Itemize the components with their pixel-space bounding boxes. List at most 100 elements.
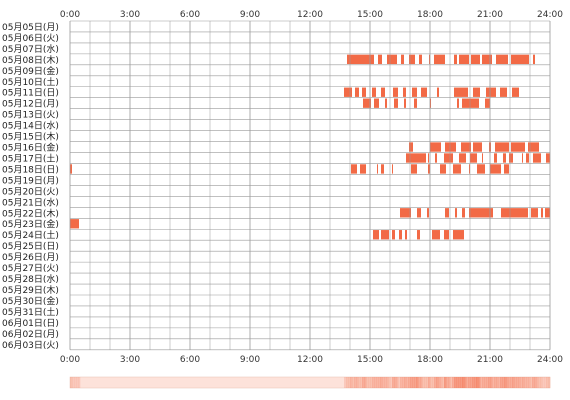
summary-density-cell [390, 377, 393, 388]
activity-bar [70, 219, 79, 229]
summary-density-cell [486, 377, 489, 388]
summary-density-cell [522, 377, 525, 388]
date-row-label: 05月10日(土) [2, 76, 59, 88]
date-row-label: 05月17日(土) [2, 152, 59, 164]
summary-density-cell [534, 377, 537, 388]
bottom-tick-label: 18:00 [417, 355, 443, 365]
activity-bar [387, 54, 397, 65]
summary-density-cell [504, 377, 507, 388]
summary-density-cell [352, 377, 355, 388]
summary-density-cell [484, 377, 487, 388]
top-tick-label: 6:00 [180, 10, 200, 20]
summary-density-cell [450, 377, 453, 388]
activity-bar [360, 164, 366, 174]
summary-density-cell [494, 377, 497, 388]
summary-density-cell [500, 377, 503, 388]
activity-bar [355, 87, 359, 97]
summary-density-cell [536, 377, 539, 388]
bottom-time-axis: 0:00 3:00 6:00 9:00 12:00 15:00 18:00 21:00 24:0… [60, 355, 563, 365]
summary-density-cell [426, 377, 429, 388]
summary-density-cell [456, 377, 459, 388]
activity-bar [512, 87, 519, 97]
summary-density-cell [506, 377, 509, 388]
activity-bar [428, 164, 430, 174]
summary-bar-background [69, 376, 551, 389]
activity-bar [428, 153, 429, 163]
activity-bar [462, 98, 479, 108]
summary-density-cell [482, 377, 485, 388]
summary-density-cell [70, 377, 73, 388]
date-row-label: 05月29日(木) [2, 284, 59, 296]
date-row-label: 05月08日(木) [2, 54, 59, 66]
activity-bar [351, 164, 357, 174]
bottom-tick-label: 9:00 [240, 355, 260, 365]
activity-bar [503, 153, 506, 163]
date-row-label: 05月14日(水) [2, 120, 59, 132]
top-tick-label: 24:00 [537, 10, 563, 20]
activity-bar [511, 142, 525, 152]
summary-density-cell [344, 377, 347, 388]
activity-bars [70, 54, 550, 240]
activity-bar [430, 98, 431, 108]
summary-density-cell [386, 377, 389, 388]
activity-bar [445, 142, 456, 152]
summary-density-cell [428, 377, 431, 388]
summary-density-cell [376, 377, 379, 388]
activity-bar [400, 208, 411, 218]
summary-density-cell [510, 377, 513, 388]
activity-bar [440, 164, 446, 174]
summary-density-cell [368, 377, 371, 388]
summary-density-cell [488, 377, 491, 388]
activity-bar [545, 208, 550, 218]
date-labels: 05月05日(月)05月06日(火)05月07日(水)05月08日(木)05月0… [2, 22, 59, 351]
summary-density-cell [468, 377, 471, 388]
activity-bar [373, 230, 379, 240]
activity-bar [412, 87, 417, 97]
activity-bar [445, 208, 449, 218]
activity-bar [417, 230, 420, 240]
date-row-label: 05月06日(火) [2, 33, 59, 44]
activity-bar [417, 208, 421, 218]
summary-density-cell [540, 377, 543, 388]
activity-bar [533, 54, 535, 65]
activity-bar [414, 98, 417, 108]
summary-density-cell [392, 377, 395, 388]
date-row-label: 05月26日(月) [2, 252, 59, 263]
summary-density-cell [472, 377, 475, 388]
summary-density-cell [382, 377, 385, 388]
summary-density-cell [414, 377, 417, 388]
activity-bar [455, 208, 457, 218]
activity-bar [453, 164, 461, 174]
activity-bar [501, 208, 528, 218]
activity-bar [471, 54, 480, 65]
activity-bar [406, 153, 426, 163]
activity-bar [477, 164, 485, 174]
activity-bar [509, 153, 513, 163]
summary-density-cell [358, 377, 361, 388]
activity-bar [404, 98, 406, 108]
activity-bar [435, 153, 437, 163]
date-row-label: 05月07日(水) [2, 43, 59, 55]
summary-density-cell [350, 377, 353, 388]
summary-density-cell [430, 377, 433, 388]
summary-density-cell [524, 377, 527, 388]
activity-bar [453, 230, 464, 240]
summary-density-cell [418, 377, 421, 388]
activity-bar [430, 142, 441, 152]
activity-bar [469, 164, 470, 174]
top-tick-label: 0:00 [60, 10, 80, 20]
activity-bar [393, 87, 398, 97]
activity-bar [541, 208, 543, 218]
summary-density-cell [442, 377, 445, 388]
summary-density-cell [374, 377, 377, 388]
summary-density-cell [518, 377, 521, 388]
activity-bar [374, 98, 379, 108]
activity-bar [454, 54, 457, 65]
summary-density-cell [466, 377, 469, 388]
summary-density-cell [444, 377, 447, 388]
summary-density-cell [532, 377, 535, 388]
activity-bar [444, 153, 453, 163]
activity-bar [394, 98, 398, 108]
activity-bar [377, 164, 378, 174]
